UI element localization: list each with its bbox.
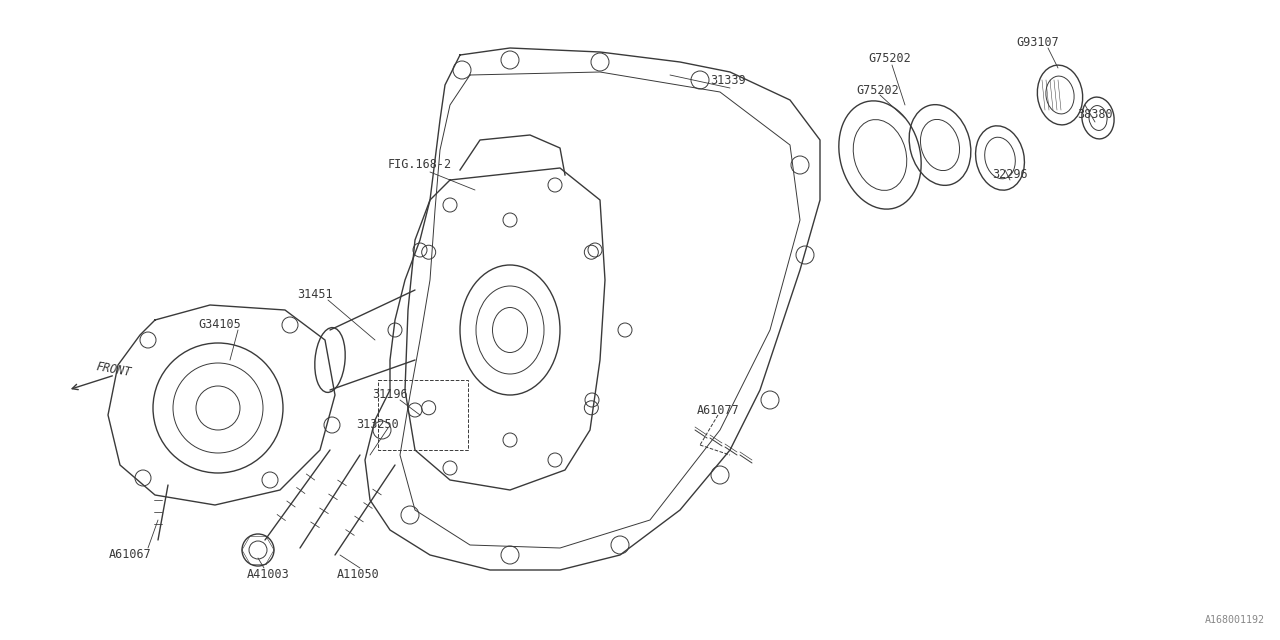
Text: A168001192: A168001192 xyxy=(1204,615,1265,625)
Text: A11050: A11050 xyxy=(337,568,379,582)
Text: G75202: G75202 xyxy=(856,83,900,97)
Text: 31451: 31451 xyxy=(297,289,333,301)
Text: 38380: 38380 xyxy=(1078,109,1112,122)
Text: A61077: A61077 xyxy=(696,403,740,417)
Text: 31196: 31196 xyxy=(372,388,408,401)
Text: G75202: G75202 xyxy=(869,51,911,65)
Text: A61067: A61067 xyxy=(109,548,151,561)
Text: 31339: 31339 xyxy=(710,74,746,86)
Bar xyxy=(378,380,468,450)
Text: 32296: 32296 xyxy=(992,168,1028,182)
Text: G93107: G93107 xyxy=(1016,35,1060,49)
Text: FIG.168-2: FIG.168-2 xyxy=(388,159,452,172)
Text: 313250: 313250 xyxy=(357,419,399,431)
Text: FRONT: FRONT xyxy=(95,360,132,380)
Text: A41003: A41003 xyxy=(247,568,289,582)
Text: G34105: G34105 xyxy=(198,319,242,332)
